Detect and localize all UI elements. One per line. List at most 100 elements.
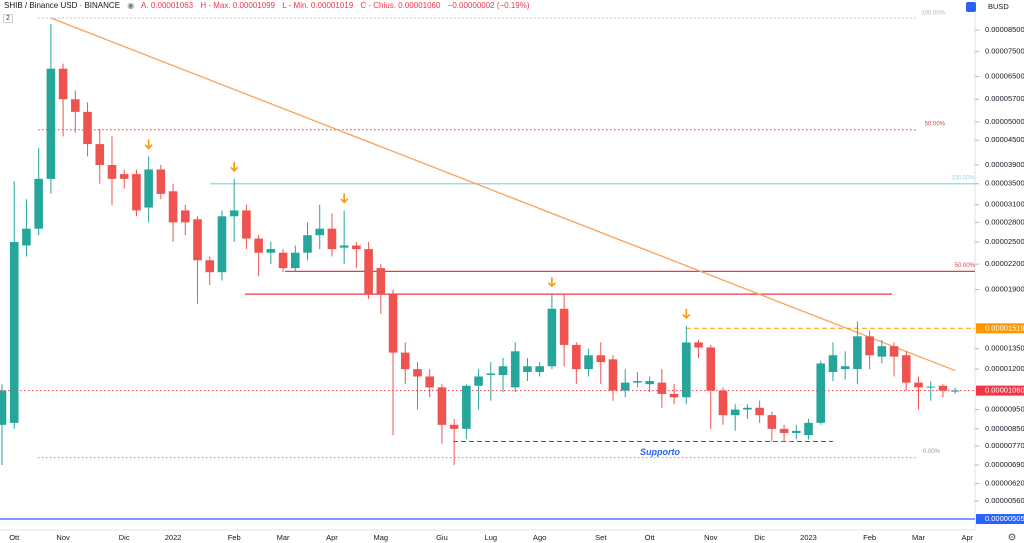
x-tick-label: Apr — [326, 533, 338, 542]
level-label: Supporto — [640, 447, 680, 457]
x-tick-label: Feb — [863, 533, 876, 542]
x-tick-label: Apr — [962, 533, 974, 542]
candle-body — [71, 99, 80, 112]
candle-body — [730, 409, 740, 416]
y-tick-label: 0.00001900 — [985, 285, 1024, 294]
currency-icon[interactable] — [966, 2, 976, 12]
candle-body — [633, 381, 642, 383]
candle-body — [816, 363, 826, 423]
settings-icon[interactable]: ⚙ — [1008, 533, 1017, 543]
candle-body — [840, 366, 850, 370]
candle-body — [132, 174, 141, 211]
candle-body — [486, 373, 496, 375]
x-tick-label: Nov — [56, 533, 70, 542]
candle-body — [400, 352, 410, 370]
ohlc-open: A. 0.00001063 — [141, 1, 194, 10]
currency[interactable]: BUSD — [988, 2, 1009, 11]
candle-body — [950, 390, 960, 392]
candle-body — [278, 252, 288, 269]
candle-body — [657, 382, 667, 394]
candle-body — [596, 355, 606, 363]
symbol-title[interactable]: SHIB / Binance USD · BINANCE — [4, 1, 121, 10]
candle-body — [388, 294, 398, 353]
y-tick-label: 0.00001350 — [985, 344, 1024, 353]
candle-body — [498, 366, 508, 375]
ohlc-close: C - Chius. 0.00001060 — [360, 1, 441, 10]
price-tag — [976, 323, 1024, 334]
candle-body — [645, 381, 654, 385]
x-tick-label: Feb — [228, 533, 241, 542]
candle-body — [535, 366, 544, 373]
price-tag — [976, 385, 1024, 396]
candle-body — [755, 407, 764, 416]
candle-body — [584, 355, 593, 370]
candle-body — [682, 342, 691, 398]
candle-body — [462, 385, 471, 429]
candle-body — [217, 216, 227, 273]
price-axis-bg — [975, 0, 1024, 543]
candle-body — [620, 382, 630, 391]
y-tick-label: 0.00001200 — [985, 364, 1024, 373]
x-tick-label: Dic — [119, 533, 130, 542]
arrow — [144, 139, 153, 150]
y-tick-label: 0.00000770 — [985, 441, 1024, 450]
candle-body — [718, 390, 728, 416]
candle-body — [303, 235, 312, 253]
candle-body — [828, 355, 838, 373]
candle-body — [437, 387, 447, 425]
y-tick-label: 0.00002200 — [985, 259, 1024, 268]
y-tick-label: 0.00000620 — [985, 478, 1024, 487]
y-tick-label: 0.00000950 — [985, 405, 1024, 414]
eye-icon[interactable]: ◉ — [127, 1, 135, 10]
x-tick-label: Ago — [533, 533, 546, 542]
price-tag — [976, 514, 1024, 525]
x-tick-label: Mar — [277, 533, 290, 542]
candle-body — [119, 174, 129, 179]
candle-body — [46, 68, 56, 179]
candle-body — [779, 428, 789, 433]
indicator-count[interactable]: 2 — [3, 14, 13, 23]
candle-body — [315, 228, 325, 236]
candle-body — [168, 191, 178, 223]
candle-body — [572, 344, 581, 370]
candle-body — [107, 164, 117, 179]
candle-body — [266, 249, 276, 253]
candle-body — [242, 210, 251, 239]
y-tick-label: 0.00003100 — [985, 200, 1024, 209]
x-tick-label: Lug — [485, 533, 498, 542]
x-tick-label: Giu — [436, 533, 448, 542]
y-tick-label: 0.00002500 — [985, 237, 1024, 246]
candle-body — [22, 228, 31, 246]
candle-body — [853, 336, 862, 370]
level-label: 50.00% — [925, 121, 946, 127]
symbol-header: SHIB / Binance USD · BINANCE ◉ A. 0.0000… — [4, 1, 535, 10]
level-label: 50.00% — [955, 263, 976, 269]
candle-body — [193, 219, 202, 261]
candle-body — [865, 336, 874, 356]
arrow — [230, 161, 239, 172]
candle-body — [95, 144, 105, 165]
x-tick-label: Ott — [645, 533, 656, 542]
candle-body — [34, 178, 43, 229]
candle-body — [352, 245, 361, 250]
level-label: 100.00% — [951, 175, 975, 181]
candle-body — [449, 424, 459, 429]
y-tick-label: 0.00000560 — [985, 496, 1024, 505]
candle-body — [290, 252, 300, 269]
candle-body — [181, 210, 190, 223]
candle-body — [339, 245, 349, 248]
candle-body — [547, 308, 557, 367]
candle-body — [229, 210, 239, 217]
candle-body — [364, 249, 373, 295]
price-tag-label: 0.00001060 — [985, 386, 1024, 395]
y-tick-label: 0.00005700 — [985, 94, 1024, 103]
candle-body — [510, 351, 520, 388]
candle-body — [156, 169, 166, 194]
candle-body — [83, 111, 92, 145]
candle-body — [327, 228, 337, 250]
candle-body — [205, 260, 215, 273]
candle-body — [804, 422, 813, 436]
y-tick-label: 0.00005000 — [985, 117, 1024, 126]
candle-body — [9, 241, 19, 423]
